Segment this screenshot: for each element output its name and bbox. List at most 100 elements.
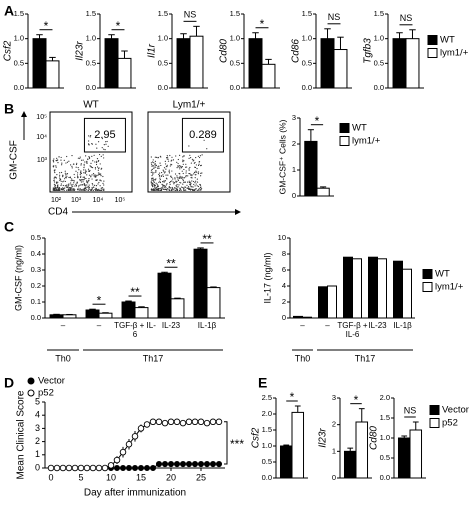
flow-event xyxy=(97,141,100,143)
flow-event xyxy=(175,180,177,182)
y-tick-label: 0 xyxy=(292,191,296,200)
flow-event xyxy=(168,169,170,171)
point xyxy=(71,464,79,472)
flow-event xyxy=(85,177,87,180)
flow-event xyxy=(187,188,190,190)
bar xyxy=(343,256,353,319)
bar xyxy=(343,450,357,479)
flow-event xyxy=(78,186,80,188)
flow-event xyxy=(95,143,97,145)
flow-event xyxy=(101,187,104,189)
flow-event xyxy=(165,168,167,170)
flow-event xyxy=(163,186,165,189)
flow-plot-frame xyxy=(49,111,133,193)
flow-event xyxy=(92,184,94,186)
flow-event xyxy=(65,177,67,179)
flow-event xyxy=(99,163,101,165)
flow-event xyxy=(182,178,184,180)
flow-event xyxy=(93,174,95,176)
y-tick-label: 3 xyxy=(35,423,40,433)
bar xyxy=(393,260,403,319)
flow-event xyxy=(163,172,165,174)
flow-y-arrowhead xyxy=(21,111,27,117)
flow-event xyxy=(151,171,153,173)
y-axis-label: Il1r xyxy=(147,43,158,58)
flow-event xyxy=(63,159,65,161)
flow-event xyxy=(103,180,105,182)
flow-event xyxy=(185,175,187,177)
flow-event xyxy=(53,183,55,186)
flow-event xyxy=(150,162,152,164)
legend-label: WT xyxy=(440,35,455,46)
flow-event xyxy=(182,183,184,185)
x-tick-label: IL-23 xyxy=(161,321,181,330)
flow-event xyxy=(71,167,73,169)
point xyxy=(161,460,169,468)
flow-event xyxy=(60,171,63,174)
bar xyxy=(402,268,412,319)
flow-event xyxy=(80,175,82,177)
flow-event xyxy=(155,156,158,158)
flow-event xyxy=(91,188,93,190)
flow-event xyxy=(178,184,180,186)
point xyxy=(125,464,133,472)
flow-event xyxy=(198,161,200,163)
legend-swatch xyxy=(339,123,350,133)
flow-event xyxy=(195,183,197,185)
flow-event xyxy=(61,162,63,164)
legend-label: WT xyxy=(435,269,450,280)
flow-event xyxy=(79,173,81,175)
flow-event xyxy=(90,162,92,164)
flow-event xyxy=(86,184,88,186)
flow-event xyxy=(88,157,91,160)
flow-event xyxy=(174,177,176,179)
flow-event xyxy=(164,163,167,165)
flow-event xyxy=(176,183,178,186)
flow-event xyxy=(169,181,172,183)
flow-event xyxy=(167,188,169,190)
y-tick-label: 0.5 xyxy=(380,453,390,462)
flow-event xyxy=(197,171,200,173)
flow-event xyxy=(175,185,177,187)
flow-event xyxy=(94,166,97,169)
point xyxy=(59,464,67,472)
flow-event xyxy=(75,183,77,185)
flow-event xyxy=(155,171,157,173)
flow-event xyxy=(103,184,105,186)
flow-event xyxy=(200,172,202,174)
flow-event xyxy=(169,183,171,185)
significance-label: * xyxy=(116,19,121,33)
flow-event xyxy=(52,166,55,168)
flow-event xyxy=(86,181,88,183)
flow-event xyxy=(186,166,188,168)
point xyxy=(191,418,199,426)
point xyxy=(119,464,127,472)
flow-event xyxy=(206,148,208,150)
flow-event xyxy=(80,172,83,174)
flow-event xyxy=(165,174,167,176)
y-tick-label: 4 xyxy=(282,281,286,290)
flow-event xyxy=(177,179,180,181)
flow-event xyxy=(66,173,68,175)
y-tick-label: 2.0 xyxy=(380,393,390,402)
flow-event xyxy=(164,180,167,182)
gate xyxy=(181,117,224,153)
flow-event xyxy=(82,176,84,178)
flow-event xyxy=(91,183,93,185)
flow-event xyxy=(96,188,98,191)
flow-event xyxy=(60,156,62,159)
panel-label: A xyxy=(4,3,14,19)
flow-event xyxy=(103,188,105,190)
flow-event xyxy=(84,187,86,189)
significance-label: * xyxy=(290,390,295,404)
flow-event xyxy=(95,187,97,189)
flow-event xyxy=(162,185,164,188)
flow-event xyxy=(106,140,108,143)
flow-event xyxy=(191,189,194,191)
point xyxy=(167,460,175,468)
flow-event xyxy=(166,156,169,158)
flow-event xyxy=(154,160,156,162)
x-tick-label: IL-23 xyxy=(368,321,387,330)
flow-event xyxy=(67,188,69,191)
flow-event xyxy=(157,166,159,168)
